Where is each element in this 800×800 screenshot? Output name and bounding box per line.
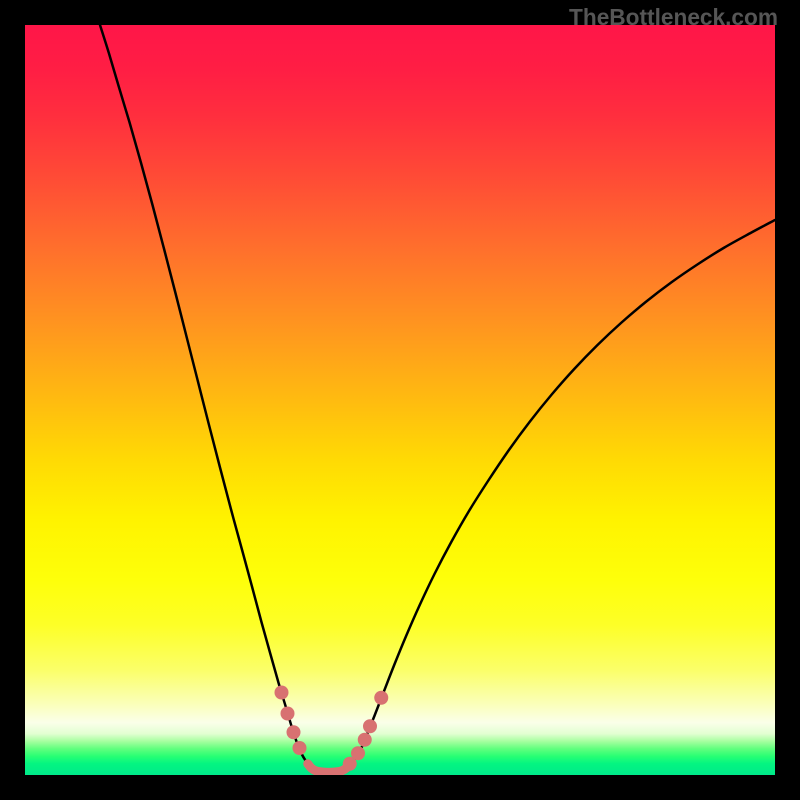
watermark-text: TheBottleneck.com [569,4,778,31]
chart-frame [25,25,775,775]
